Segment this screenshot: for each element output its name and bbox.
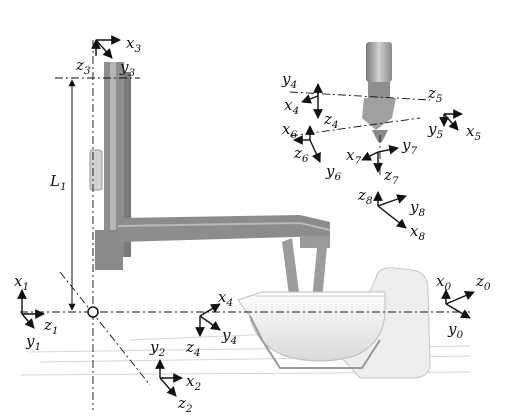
label-x0: x0 (436, 272, 451, 293)
label-y6: y6 (325, 162, 341, 183)
label-z0: z0 (475, 272, 491, 293)
label-y2: y2 (149, 338, 165, 359)
label-x4-upper: x4 (284, 96, 299, 117)
origin-joint (87, 306, 99, 318)
label-z8: z8 (357, 186, 373, 207)
label-x3: x3 (126, 34, 141, 55)
label-z2: z2 (177, 394, 193, 415)
linkage (282, 236, 328, 302)
end-effector-tool (362, 42, 396, 142)
label-z7: z7 (383, 166, 399, 187)
label-x4-lower: x4 (218, 288, 233, 309)
label-x5: x5 (466, 122, 481, 143)
label-x8: x8 (410, 222, 425, 243)
label-y5: y5 (427, 120, 443, 141)
label-z3: z3 (75, 56, 91, 77)
label-y7: y7 (401, 136, 417, 157)
frame-arrows (17, 35, 475, 397)
frame-labels: z3 x3 y3 L1 x1 z1 y1 y2 x2 z2 x4 z4 y4 y… (14, 34, 491, 415)
vertical-mast (89, 62, 131, 270)
horizontal-arm (117, 215, 331, 248)
label-x6: x6 (282, 120, 297, 141)
label-z6: z6 (293, 144, 309, 165)
label-z4-lower: z4 (185, 338, 201, 359)
label-y1: y1 (25, 332, 41, 353)
label-y4-upper: y4 (281, 70, 297, 91)
tank (237, 267, 431, 379)
label-y0: y0 (447, 320, 463, 341)
label-L1: L1 (49, 172, 67, 193)
label-x7: x7 (346, 146, 361, 167)
label-x2: x2 (186, 372, 201, 393)
label-y3: y3 (119, 58, 135, 79)
label-z1: z1 (43, 316, 59, 337)
label-z4-upper: z4 (323, 110, 339, 131)
label-y4-lower: y4 (221, 326, 237, 347)
label-z5: z5 (427, 84, 443, 105)
label-x1: x1 (14, 272, 29, 293)
label-y8: y8 (409, 198, 425, 219)
